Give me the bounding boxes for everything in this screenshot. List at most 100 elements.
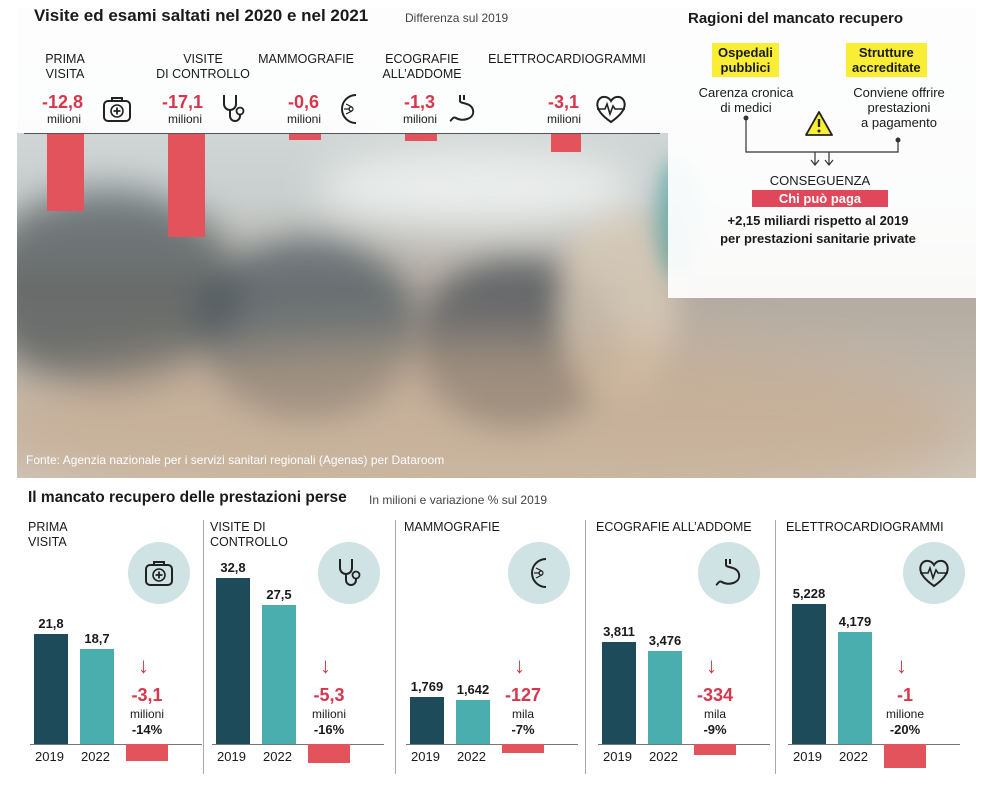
heart-ecg-icon-circle [903,542,965,604]
bar-value-label: 32,8 [220,560,246,575]
delta-value: -3,1 [131,685,163,705]
breast-icon [531,558,547,588]
year-label: 2019 [35,749,64,764]
private-spending-line1: +2,15 miliardi rispetto al 2019 [727,213,909,228]
stethoscope-icon-circle [318,542,380,604]
top-value-visite-controllo: -17,1 [162,92,204,112]
top-baseline [24,133,660,134]
consequence-value: Chi può paga [752,190,888,207]
panel-divider [775,520,776,774]
panel-title: VISITE DI CONTROLLO [210,520,288,549]
bar-2019 [792,604,826,744]
panel-title: ECOGRAFIE ALL’ADDOME [596,520,752,534]
bar-value-label: 4,179 [838,614,872,630]
delta-unit: mila [511,707,534,721]
year-label: 2019 [793,749,822,764]
private-spending-line2: per prestazioni sanitarie private [720,231,916,246]
delta-percent: -9% [703,722,727,737]
delta-bar [126,744,168,762]
bar-2019 [34,633,68,744]
bottom-subtitle: In milioni e variazione % sul 2019 [369,493,548,507]
consequence-label: CONSEGUENZA [769,173,871,188]
delta-percent: -20% [889,722,921,737]
stomach-icon [715,559,741,586]
bar-2022 [456,700,490,744]
down-arrow-icon: ↓ [320,653,331,678]
down-arrow-icon: ↓ [514,653,525,678]
delta-unit: mila [703,707,726,721]
panel-axis [788,744,960,745]
bar-value-label: 3,811 [603,624,635,639]
delta-unit: milioni [129,707,164,721]
panel-title: PRIMA VISITA [28,520,67,549]
delta-percent: -7% [511,722,535,737]
main-subtitle: Differenza sul 2019 [405,11,509,25]
reasons-title: Ragioni del mancato recupero [688,10,904,27]
panel-divider [585,520,586,774]
delta-value: -334 [696,685,734,705]
delta-percent: -14% [131,722,163,737]
delta-value: -5,3 [313,685,345,705]
bar-value-label: 18,7 [84,631,110,647]
bar-value-label: 1,769 [410,679,444,694]
text-conviene-offrire: Conviene offrire prestazioni a pagamento [853,85,945,130]
bar-value-label: 21,8 [38,615,64,631]
bottom-title: Il mancato recupero delle prestazioni pe… [28,489,347,506]
top-value-mammografie: -0,6 [288,92,320,112]
top-category-mammografie: MAMMOGRAFIE [258,52,354,66]
delta-value: -1 [896,685,913,705]
year-label: 2019 [603,749,632,764]
medkit-icon [103,97,131,122]
heart-ecg-icon [919,559,949,588]
breast-icon [341,94,357,124]
text-carenza-medici: Carenza cronica di medici [698,85,794,115]
year-label: 2022 [649,749,678,764]
top-unit-elettrocardiogrammi: milioni [547,112,582,126]
top-category-visite-controllo: VISITE DI CONTROLLO [156,52,250,81]
top-value-prima-visita: -12,8 [42,92,84,112]
box-ospedali-pubblici: Ospedali pubblici [712,43,779,77]
delta-bar [884,744,926,769]
top-unit-mammografie: milioni [287,112,322,126]
year-label: 2019 [217,749,246,764]
delta-bar [502,744,544,753]
delta-unit: milione [885,707,924,721]
top-unit-prima-visita: milioni [47,112,82,126]
down-arrow-icon: ↓ [896,653,907,678]
breast-icon-circle [508,542,570,604]
top-unit-visite-controllo: milioni [168,112,203,126]
panel-axis [598,744,770,745]
top-value-ecografie: -1,3 [404,92,436,112]
year-label: 2022 [839,749,868,764]
stomach-icon [449,95,475,122]
panel-divider [203,520,204,774]
bar-value-label: 5,228 [792,586,826,601]
down-arrow-icon: ↓ [706,653,717,678]
year-label: 2019 [411,749,440,764]
panel-title: ELETTROCARDIOGRAMMI [786,520,944,534]
bar-2019 [410,697,444,744]
bar-2022 [838,632,872,744]
delta-bar [308,744,350,764]
bar-value-label: 1,642 [456,682,490,698]
panel-axis [212,744,384,745]
top-category-elettrocardiogrammi: ELETTROCARDIOGRAMMI [488,52,646,66]
top-bar-4 [551,133,581,152]
main-title: Visite ed esami saltati nel 2020 e nel 2… [34,6,369,25]
top-category-prima-visita: PRIMA VISITA [45,52,85,81]
top-bar-1 [168,133,205,237]
down-arrow-icon: ↓ [138,653,149,678]
top-value-elettrocardiogrammi: -3,1 [548,92,580,112]
bar-2022 [262,604,296,744]
bar-2019 [602,642,636,744]
top-bar-2 [289,133,321,140]
year-label: 2022 [81,749,110,764]
bar-value-label: 27,5 [266,586,292,602]
delta-unit: milioni [311,707,346,721]
panel-axis [406,744,578,745]
warning-icon [805,111,833,136]
heart-ecg-icon [596,95,626,124]
medkit-icon-circle [128,542,190,604]
panel-axis [30,744,202,745]
panel-title: MAMMOGRAFIE [404,520,500,534]
